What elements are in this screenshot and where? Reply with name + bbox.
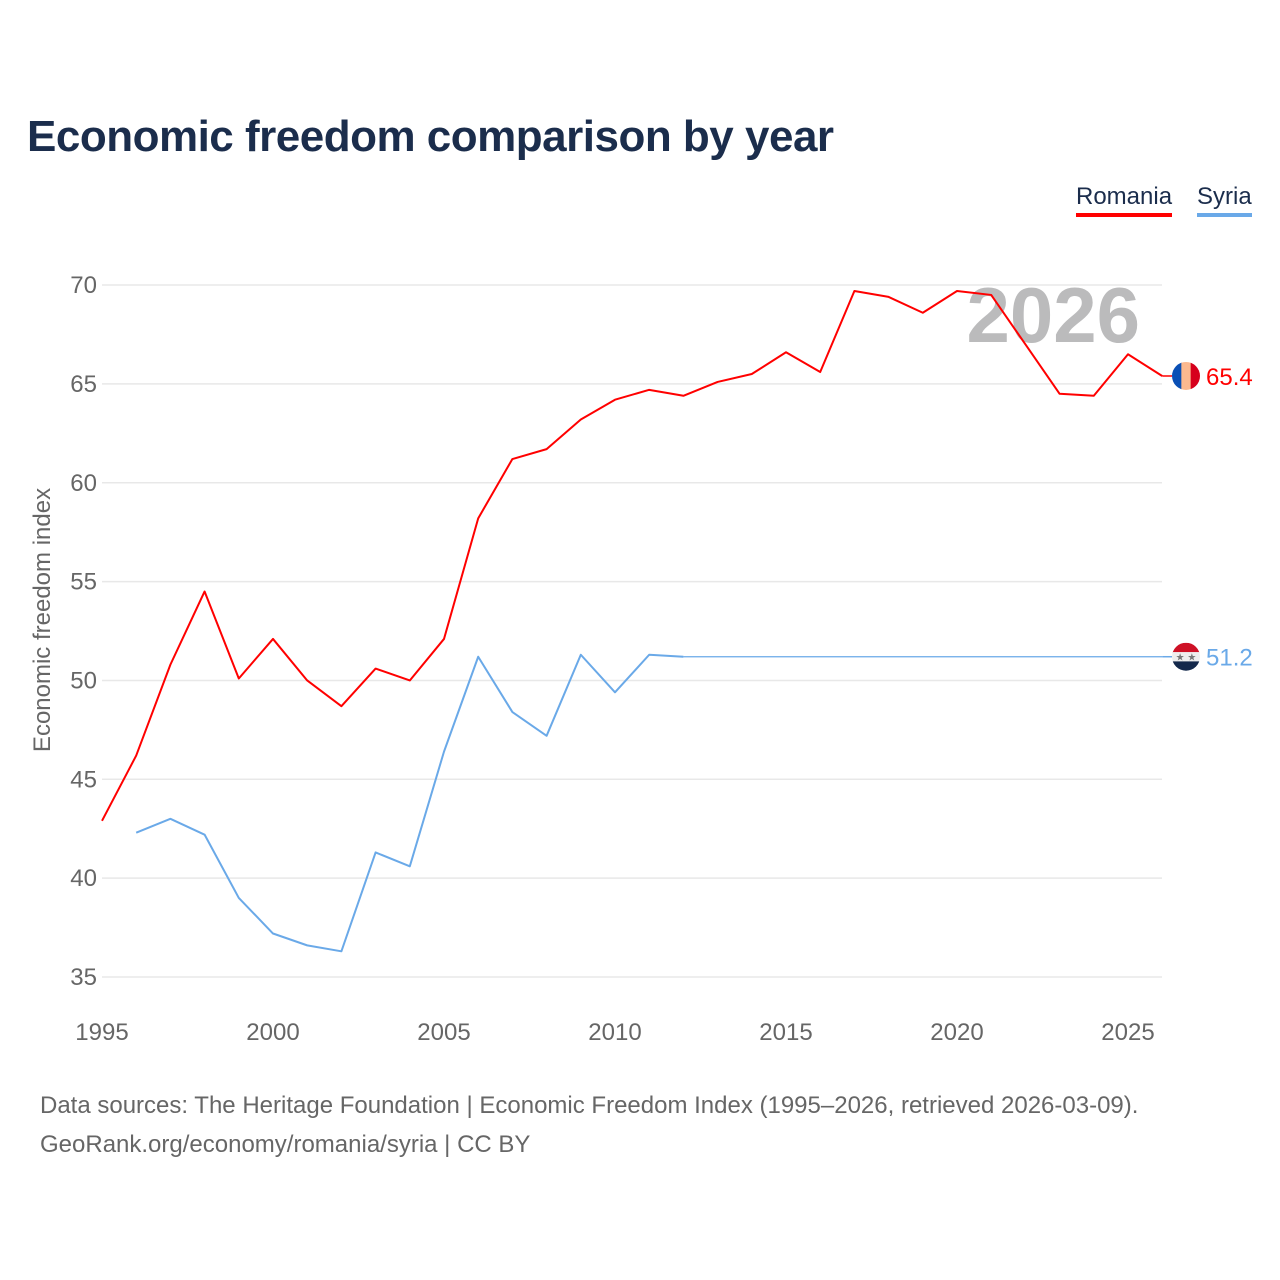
- x-tick-label: 2025: [1101, 1019, 1154, 1046]
- data-point[interactable]: [646, 652, 652, 658]
- y-tick-label: 55: [70, 569, 97, 596]
- data-point[interactable]: [373, 849, 379, 855]
- data-point[interactable]: [612, 689, 618, 695]
- x-tick-label: 2000: [246, 1019, 299, 1046]
- y-tick-label: 45: [70, 766, 97, 793]
- data-point[interactable]: [338, 948, 344, 954]
- data-point[interactable]: [304, 942, 310, 948]
- data-point[interactable]: [99, 818, 105, 824]
- data-point[interactable]: [441, 749, 447, 755]
- data-point[interactable]: [236, 675, 242, 681]
- data-point[interactable]: [202, 832, 208, 838]
- data-point[interactable]: [954, 288, 960, 294]
- data-point[interactable]: [1091, 393, 1097, 399]
- y-tick-label: 35: [70, 964, 97, 991]
- data-point[interactable]: [509, 709, 515, 715]
- data-source-text: Data sources: The Heritage Foundation | …: [40, 1092, 1139, 1119]
- chart-title: Economic freedom comparison by year: [27, 112, 834, 161]
- data-point[interactable]: [1125, 351, 1131, 357]
- data-point[interactable]: [1022, 341, 1028, 347]
- data-point[interactable]: [202, 588, 208, 594]
- x-tick-label: 2010: [588, 1019, 641, 1046]
- data-point[interactable]: [646, 387, 652, 393]
- y-tick-label: 70: [70, 272, 97, 299]
- data-point[interactable]: [920, 310, 926, 316]
- svg-text:★ ★: ★ ★: [1176, 653, 1197, 664]
- data-point[interactable]: [715, 379, 721, 385]
- data-point[interactable]: [578, 652, 584, 658]
- x-tick-label: 2020: [930, 1019, 983, 1046]
- data-point[interactable]: [680, 393, 686, 399]
- x-tick-label: 1995: [75, 1019, 128, 1046]
- data-point[interactable]: [236, 895, 242, 901]
- data-point[interactable]: [270, 931, 276, 937]
- data-point[interactable]: [988, 292, 994, 298]
- data-point[interactable]: [680, 654, 686, 660]
- data-point[interactable]: [373, 666, 379, 672]
- y-tick-label: 50: [70, 667, 97, 694]
- data-point[interactable]: [475, 654, 481, 660]
- y-tick-label: 40: [70, 865, 97, 892]
- data-point[interactable]: [338, 703, 344, 709]
- data-point[interactable]: [407, 863, 413, 869]
- data-point[interactable]: [475, 515, 481, 521]
- syria-flag-icon: ★ ★: [1172, 642, 1200, 671]
- data-point[interactable]: [133, 830, 139, 836]
- data-point[interactable]: [1057, 391, 1063, 397]
- data-point[interactable]: [167, 662, 173, 668]
- data-point[interactable]: [612, 397, 618, 403]
- data-point[interactable]: [509, 456, 515, 462]
- data-point[interactable]: [167, 816, 173, 822]
- data-point[interactable]: [441, 636, 447, 642]
- data-point[interactable]: [783, 349, 789, 355]
- romania-flag-icon: [1172, 361, 1200, 390]
- attribution-link[interactable]: GeoRank.org/economy/romania/syria | CC B…: [40, 1131, 531, 1158]
- y-axis-label: Economic freedom index: [29, 488, 56, 752]
- data-point[interactable]: [133, 753, 139, 759]
- data-point[interactable]: [544, 446, 550, 452]
- y-tick-label: 60: [70, 470, 97, 497]
- data-point[interactable]: [886, 294, 892, 300]
- series-line-syria[interactable]: [135, 653, 684, 953]
- y-tick-label: 65: [70, 371, 97, 398]
- x-tick-label: 2015: [759, 1019, 812, 1046]
- data-point[interactable]: [544, 733, 550, 739]
- data-point[interactable]: [817, 369, 823, 375]
- data-point[interactable]: [304, 677, 310, 683]
- legend-item-romania[interactable]: Romania: [1076, 183, 1173, 217]
- data-point[interactable]: [851, 288, 857, 294]
- data-point[interactable]: [407, 677, 413, 683]
- year-watermark: 2026: [966, 271, 1140, 359]
- legend-item-syria[interactable]: Syria: [1197, 183, 1252, 217]
- data-point[interactable]: [270, 636, 276, 642]
- x-tick-label: 2005: [417, 1019, 470, 1046]
- data-point[interactable]: [749, 371, 755, 377]
- data-point[interactable]: [578, 416, 584, 422]
- end-value-label: 51.2: [1206, 645, 1253, 672]
- series-line-romania[interactable]: [101, 289, 1163, 822]
- end-value-label: 65.4: [1206, 364, 1253, 391]
- footer: Data sources: The Heritage Foundation | …: [40, 1086, 1138, 1164]
